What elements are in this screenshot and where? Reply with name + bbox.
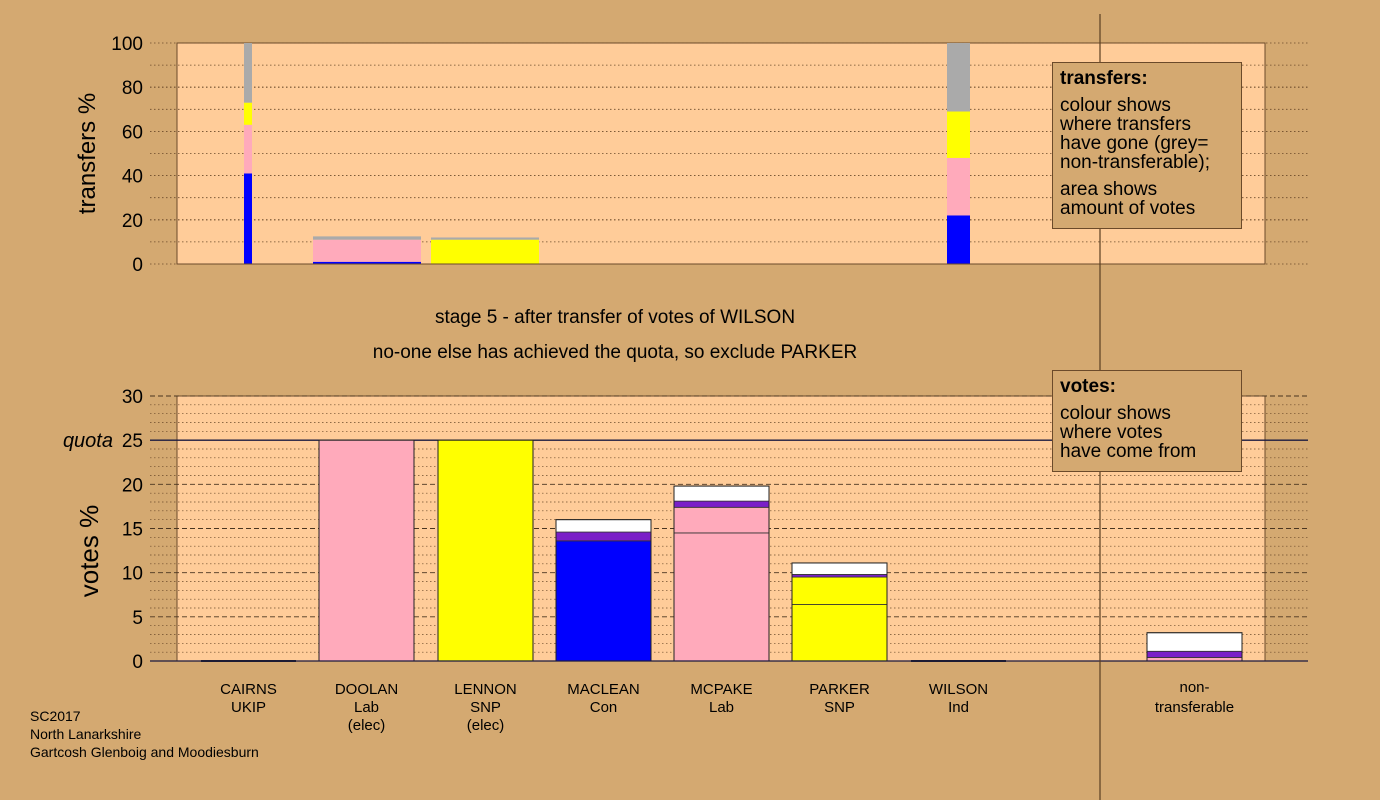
nontransferable-bar-segment xyxy=(1146,650,1243,658)
transfer-bar-segment xyxy=(313,261,421,264)
candidate-status-label: (elec) xyxy=(467,717,505,734)
votes-axis-label: votes % xyxy=(74,505,104,598)
votes-tick-label: 20 xyxy=(122,475,143,496)
legend-votes-line: have come from xyxy=(1060,441,1197,462)
candidate-name-label: LENNON xyxy=(454,681,517,698)
votes-tick-label: 30 xyxy=(122,387,143,408)
stage-subtitle: no-one else has achieved the quota, so e… xyxy=(373,342,857,363)
candidate-name-label: MACLEAN xyxy=(567,681,640,698)
transfer-bar-segment xyxy=(244,43,252,103)
legend-votes-line: colour shows xyxy=(1060,403,1171,424)
candidate-party-label: Ind xyxy=(948,699,969,716)
vote-bar-segment xyxy=(555,531,652,542)
vote-bar-segment xyxy=(555,540,652,662)
candidate-party-label: Lab xyxy=(709,699,734,716)
transfer-bar-segment xyxy=(431,239,539,264)
transfer-bar-segment xyxy=(947,157,970,216)
vote-bar-segment xyxy=(791,604,888,662)
legend-transfers-line: area shows xyxy=(1060,179,1158,200)
votes-tick-label: 25 xyxy=(122,431,143,452)
legend-transfers-line: colour shows xyxy=(1060,95,1171,116)
legend-votes-line: where votes xyxy=(1060,422,1163,443)
vote-bar-segment xyxy=(673,532,770,662)
transfer-bar-segment xyxy=(947,215,970,264)
transfers-tick-label: 80 xyxy=(122,78,143,99)
transfers-tick-label: 0 xyxy=(132,255,143,276)
legend-transfers-line: where transfers xyxy=(1060,114,1191,135)
vote-bar-segment xyxy=(673,506,770,534)
votes-tick-label: 10 xyxy=(122,564,143,585)
vote-bar-segment xyxy=(791,562,888,575)
transfer-bar-segment xyxy=(947,111,970,158)
footer-council: North Lanarkshire xyxy=(30,726,142,742)
votes-tick-label: 15 xyxy=(122,520,143,541)
transfers-tick-label: 20 xyxy=(122,211,143,232)
vote-bar-segment xyxy=(791,576,888,605)
nontransferable-label: non- xyxy=(1179,679,1209,696)
footer-election: SC2017 xyxy=(30,708,81,724)
transfer-bar-segment xyxy=(947,43,970,112)
votes-tick-label: 5 xyxy=(132,608,143,629)
candidate-party-label: Lab xyxy=(354,699,379,716)
legend-transfers-line: non-transferable); xyxy=(1060,152,1210,173)
transfers-axis-label: transfers % xyxy=(74,93,101,214)
transfer-bar-segment xyxy=(313,236,421,240)
vote-bar-segment xyxy=(318,439,415,662)
vote-bar-segment xyxy=(555,519,652,533)
nontransferable-label: transferable xyxy=(1155,699,1234,716)
quota-label: quota xyxy=(63,430,113,452)
candidate-party-label: Con xyxy=(590,699,618,716)
legend-transfers-title: transfers: xyxy=(1060,68,1148,89)
transfer-bar-segment xyxy=(313,239,421,262)
transfers-tick-label: 60 xyxy=(122,122,143,143)
stage-title: stage 5 - after transfer of votes of WIL… xyxy=(435,307,795,328)
transfer-bar-segment xyxy=(244,102,252,125)
candidate-name-label: DOOLAN xyxy=(335,681,398,698)
vote-bar-segment xyxy=(673,500,770,508)
vote-bar-segment xyxy=(673,485,770,502)
footer-caption: SC2017 North Lanarkshire Gartcosh Glenbo… xyxy=(30,707,259,761)
transfer-bar-segment xyxy=(244,173,252,264)
candidate-name-label: MCPAKE xyxy=(690,681,752,698)
transfers-tick-label: 100 xyxy=(111,34,143,55)
legend-transfers-line: amount of votes xyxy=(1060,198,1196,219)
legend-transfers: transfers: colour shows where transfers … xyxy=(1052,62,1242,229)
candidate-party-label: UKIP xyxy=(231,699,266,716)
footer-ward: Gartcosh Glenboig and Moodiesburn xyxy=(30,744,259,760)
candidate-name-label: WILSON xyxy=(929,681,988,698)
candidate-name-label: CAIRNS xyxy=(220,681,277,698)
nontransferable-bar-segment xyxy=(1146,632,1243,652)
legend-transfers-line: have gone (grey= xyxy=(1060,133,1209,154)
candidate-party-label: SNP xyxy=(824,699,855,716)
candidate-party-label: SNP xyxy=(470,699,501,716)
votes-tick-label: 0 xyxy=(132,652,143,673)
candidate-name-label: PARKER xyxy=(809,681,870,698)
candidate-status-label: (elec) xyxy=(348,717,386,734)
legend-votes: votes: colour shows where votes have com… xyxy=(1052,370,1242,472)
vote-bar-segment xyxy=(437,439,534,662)
transfers-tick-label: 40 xyxy=(122,167,143,188)
transfer-bar-segment xyxy=(244,124,252,174)
transfer-bar-segment xyxy=(431,237,539,240)
legend-votes-title: votes: xyxy=(1060,376,1116,397)
